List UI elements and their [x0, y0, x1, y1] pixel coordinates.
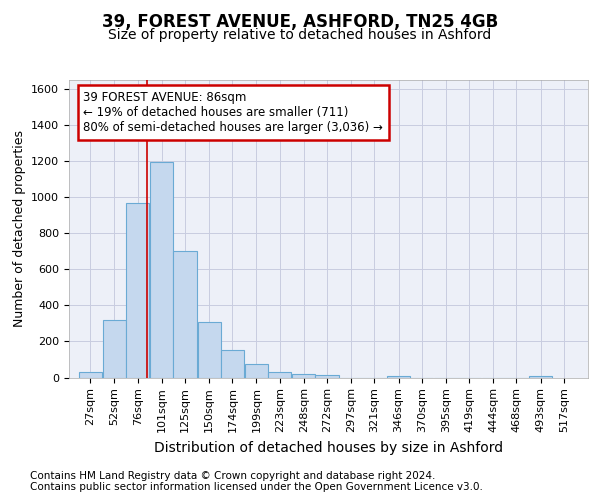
Bar	[150, 162, 173, 378]
X-axis label: Distribution of detached houses by size in Ashford: Distribution of detached houses by size …	[154, 440, 503, 454]
Bar	[221, 350, 244, 378]
Bar	[173, 252, 197, 378]
Bar	[387, 376, 410, 378]
Text: 39 FOREST AVENUE: 86sqm
← 19% of detached houses are smaller (711)
80% of semi-d: 39 FOREST AVENUE: 86sqm ← 19% of detache…	[83, 91, 383, 134]
Bar	[126, 202, 149, 378]
Text: 39, FOREST AVENUE, ASHFORD, TN25 4GB: 39, FOREST AVENUE, ASHFORD, TN25 4GB	[102, 12, 498, 30]
Text: Contains HM Land Registry data © Crown copyright and database right 2024.: Contains HM Land Registry data © Crown c…	[30, 471, 436, 481]
Bar	[245, 364, 268, 378]
Text: Size of property relative to detached houses in Ashford: Size of property relative to detached ho…	[109, 28, 491, 42]
Text: Contains public sector information licensed under the Open Government Licence v3: Contains public sector information licen…	[30, 482, 483, 492]
Y-axis label: Number of detached properties: Number of detached properties	[13, 130, 26, 327]
Bar	[316, 375, 338, 378]
Bar	[268, 372, 291, 378]
Bar	[79, 372, 102, 378]
Bar	[197, 322, 221, 378]
Bar	[103, 320, 126, 378]
Bar	[529, 376, 552, 378]
Bar	[292, 374, 316, 378]
